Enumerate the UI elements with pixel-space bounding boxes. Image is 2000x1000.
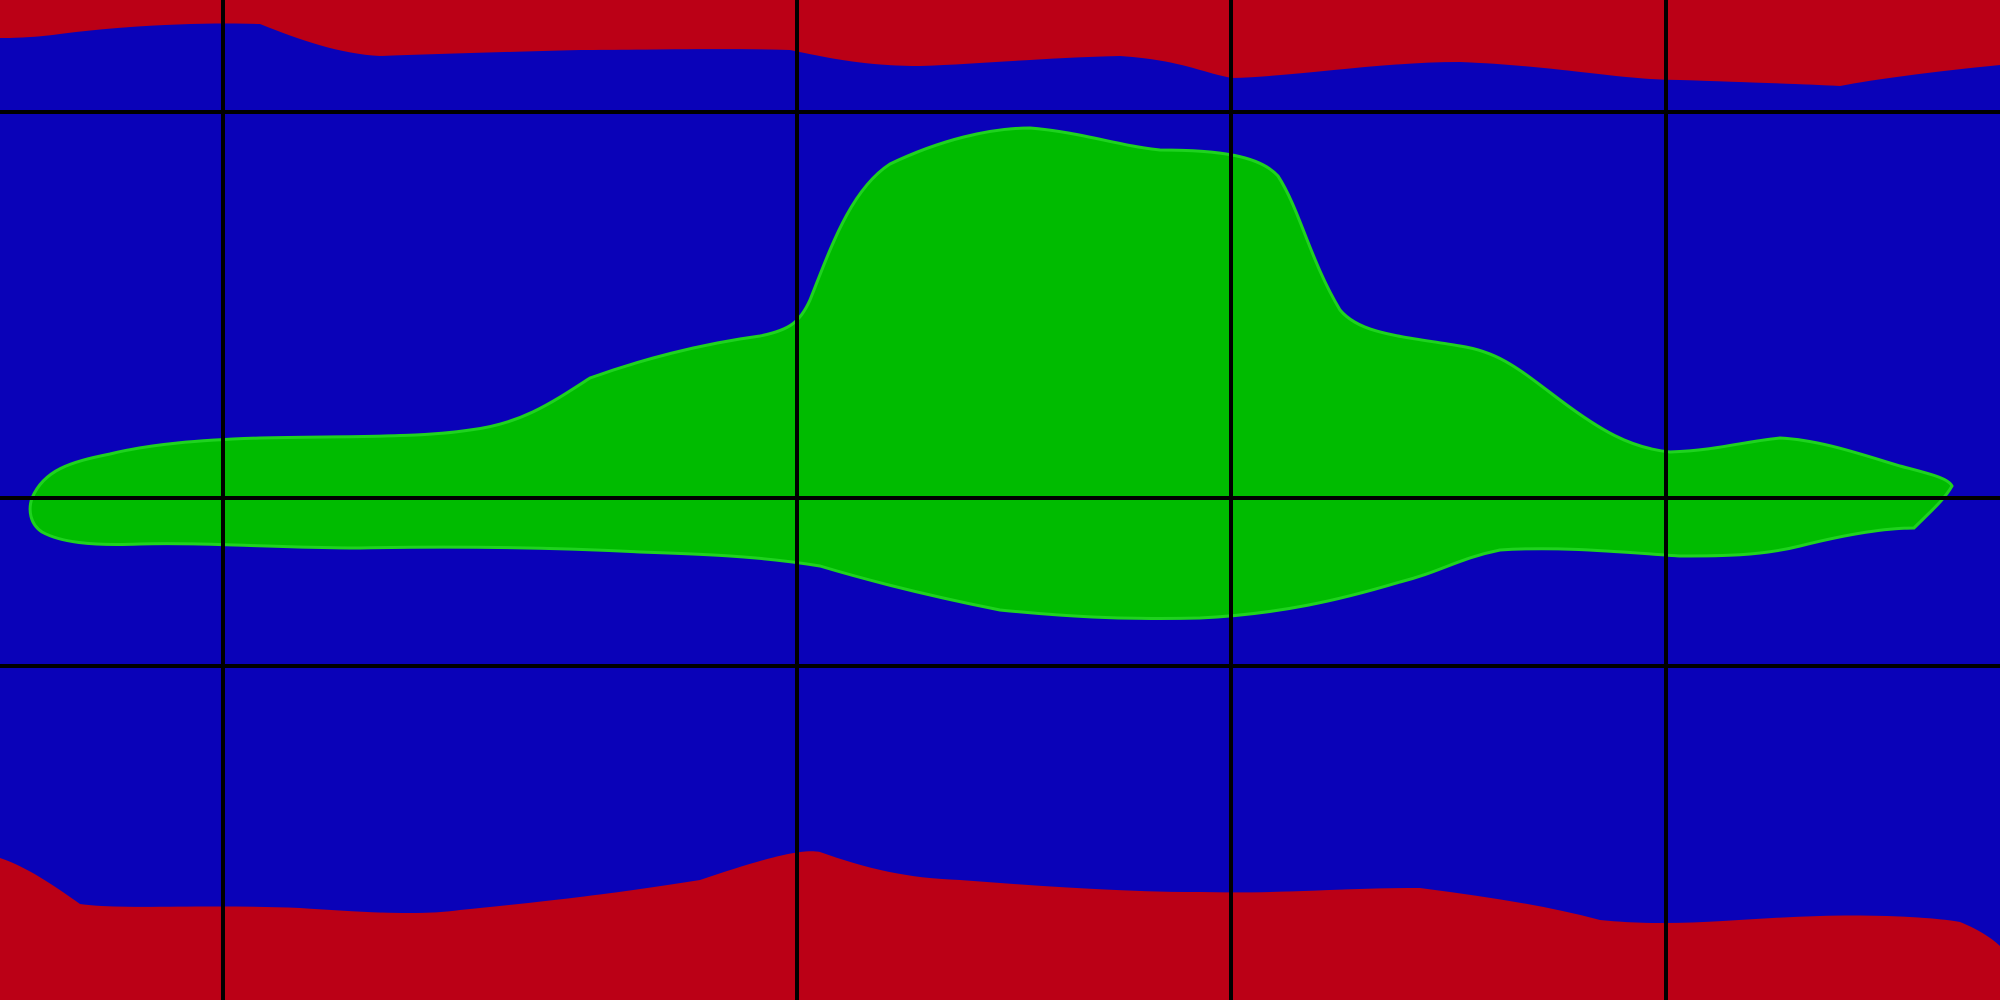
longitude-lines — [221, 0, 1668, 1000]
north-polar-region — [0, 0, 2000, 86]
central-landmass — [28, 126, 1954, 621]
south-polar-region — [0, 851, 2000, 1000]
